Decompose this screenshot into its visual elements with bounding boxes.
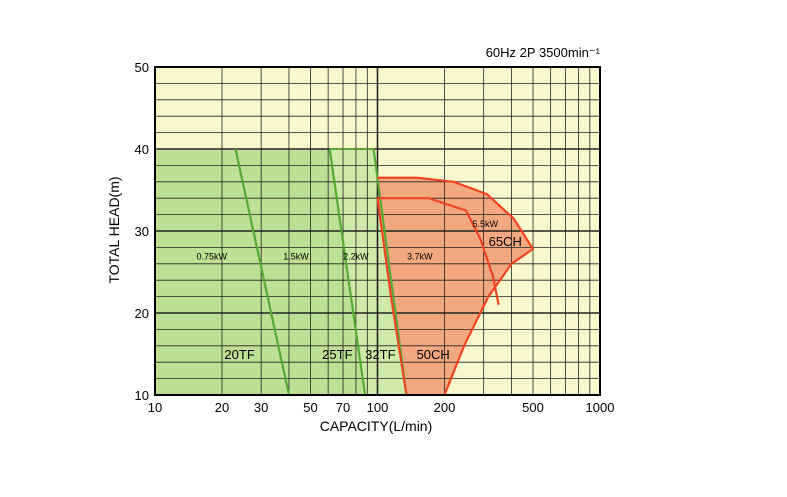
x-tick-label: 30 (254, 400, 268, 415)
region-25tf (235, 149, 366, 395)
curve-1-5kw (328, 148, 367, 396)
x-tick-label: 200 (434, 400, 456, 415)
x-tick-label: 100 (367, 400, 389, 415)
x-tick-label: 70 (336, 400, 350, 415)
curve-50ch-left-edge (376, 198, 408, 396)
annotation-label: 65CH (489, 234, 522, 249)
y-tick-label: 30 (135, 224, 149, 239)
curve-label: 5.5kW (472, 219, 498, 229)
region-32tf (329, 149, 407, 395)
x-tick-label: 500 (522, 400, 544, 415)
x-tick-label: 1000 (586, 400, 615, 415)
curve-0-75kw (234, 148, 291, 396)
y-axis-label: TOTAL HEAD(m) (106, 176, 122, 283)
region-50ch (377, 177, 533, 395)
y-tick-label: 20 (135, 306, 149, 321)
region-label: 50CH (417, 347, 450, 362)
curve-label: 0.75kW (197, 252, 228, 262)
region-label: 32TF (365, 347, 395, 362)
y-tick-label: 10 (135, 388, 149, 403)
region-label: 25TF (322, 347, 352, 362)
curve-label: 3.7kW (407, 252, 433, 262)
chart-title: 60Hz 2P 3500min⁻¹ (486, 45, 601, 60)
region-label: 20TF (224, 347, 254, 362)
x-tick-label: 20 (215, 400, 229, 415)
curve-3-7kw (377, 197, 500, 306)
y-tick-label: 40 (135, 142, 149, 157)
curve-label: 2.2kW (343, 252, 369, 262)
plot-frame (154, 66, 601, 396)
y-tick-label: 50 (135, 60, 149, 75)
curve-5-5kw (377, 176, 535, 396)
x-tick-label: 50 (303, 400, 317, 415)
x-axis-label: CAPACITY(L/min) (320, 418, 433, 434)
x-tick-label: 10 (148, 400, 162, 415)
curve-label: 1.5kW (283, 252, 309, 262)
